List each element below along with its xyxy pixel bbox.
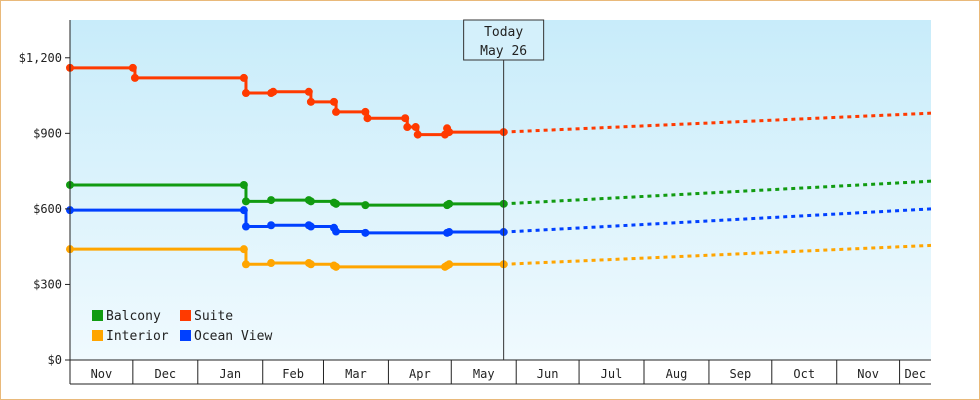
- data-point[interactable]: [239, 180, 248, 189]
- data-point[interactable]: [239, 245, 248, 254]
- series-ocean-view: [66, 206, 932, 237]
- x-tick-label: Mar: [345, 367, 367, 381]
- data-point[interactable]: [267, 221, 276, 230]
- data-point[interactable]: [411, 123, 420, 132]
- x-tick-label: Dec: [154, 367, 176, 381]
- series-interior: [66, 243, 932, 271]
- today-marker: Today May 26: [463, 19, 545, 360]
- legend-label: Ocean View: [194, 329, 272, 344]
- data-point[interactable]: [361, 107, 370, 116]
- data-point[interactable]: [332, 227, 341, 236]
- legend-swatch: [92, 330, 103, 341]
- legend-swatch: [180, 310, 191, 321]
- legend-label: Balcony: [106, 309, 161, 324]
- x-tick-label: Sep: [730, 367, 752, 381]
- data-point[interactable]: [306, 260, 315, 269]
- data-point[interactable]: [241, 197, 250, 206]
- x-tick-label: Oct: [793, 367, 815, 381]
- y-tick-label: $0: [48, 353, 62, 367]
- x-tick-label: Dec: [904, 367, 926, 381]
- data-point[interactable]: [306, 97, 315, 106]
- data-point[interactable]: [403, 123, 412, 132]
- data-point[interactable]: [128, 63, 137, 72]
- data-point[interactable]: [445, 228, 454, 237]
- data-point[interactable]: [306, 222, 315, 231]
- data-point[interactable]: [239, 73, 248, 82]
- today-label-box: [463, 19, 545, 61]
- x-tick-label: Apr: [409, 367, 431, 381]
- legend-swatch: [92, 310, 103, 321]
- series-suite: [66, 63, 932, 139]
- data-point[interactable]: [306, 197, 315, 206]
- data-point[interactable]: [241, 89, 250, 98]
- today-label: Today: [484, 25, 523, 40]
- data-point[interactable]: [361, 201, 370, 210]
- x-tick-label: Jan: [219, 367, 241, 381]
- legend: Balcony Suite Interior Ocean View: [92, 309, 272, 344]
- data-point[interactable]: [332, 107, 341, 116]
- series-balcony: [66, 179, 932, 210]
- y-tick-label: $600: [33, 202, 62, 216]
- y-tick-label: $900: [33, 126, 62, 140]
- data-point[interactable]: [241, 260, 250, 269]
- x-tick-label: May: [473, 367, 495, 381]
- data-point[interactable]: [361, 228, 370, 237]
- legend-swatch: [180, 330, 191, 341]
- data-point[interactable]: [130, 73, 139, 82]
- data-point[interactable]: [445, 128, 454, 137]
- y-tick-label: $300: [33, 277, 62, 291]
- data-point[interactable]: [363, 114, 372, 123]
- data-point[interactable]: [401, 114, 410, 123]
- data-point[interactable]: [445, 260, 454, 269]
- data-point[interactable]: [332, 199, 341, 208]
- x-tick-label: Aug: [666, 367, 688, 381]
- data-point[interactable]: [304, 87, 313, 96]
- legend-label: Suite: [194, 309, 233, 324]
- series-layer: [66, 63, 932, 271]
- data-point[interactable]: [239, 206, 248, 215]
- data-point[interactable]: [329, 97, 338, 106]
- x-tick-label: Jun: [537, 367, 559, 381]
- data-point[interactable]: [267, 196, 276, 205]
- y-tick-label: $1,200: [19, 51, 62, 65]
- x-tick-label: Nov: [857, 367, 879, 381]
- legend-label: Interior: [106, 329, 169, 344]
- today-date: May 26: [480, 44, 527, 59]
- data-point[interactable]: [413, 130, 422, 139]
- data-point[interactable]: [267, 259, 276, 268]
- data-point[interactable]: [445, 199, 454, 208]
- data-point[interactable]: [269, 87, 278, 96]
- x-tick-label: Jul: [601, 367, 623, 381]
- axis-layer: $0 $300 $600 $900 $1,200 Nov Dec Jan Feb Mar Apr Ma…: [19, 20, 931, 385]
- x-tick-label: Feb: [282, 367, 304, 381]
- x-tick-label: Nov: [91, 367, 113, 381]
- data-point[interactable]: [332, 262, 341, 271]
- data-point[interactable]: [241, 222, 250, 231]
